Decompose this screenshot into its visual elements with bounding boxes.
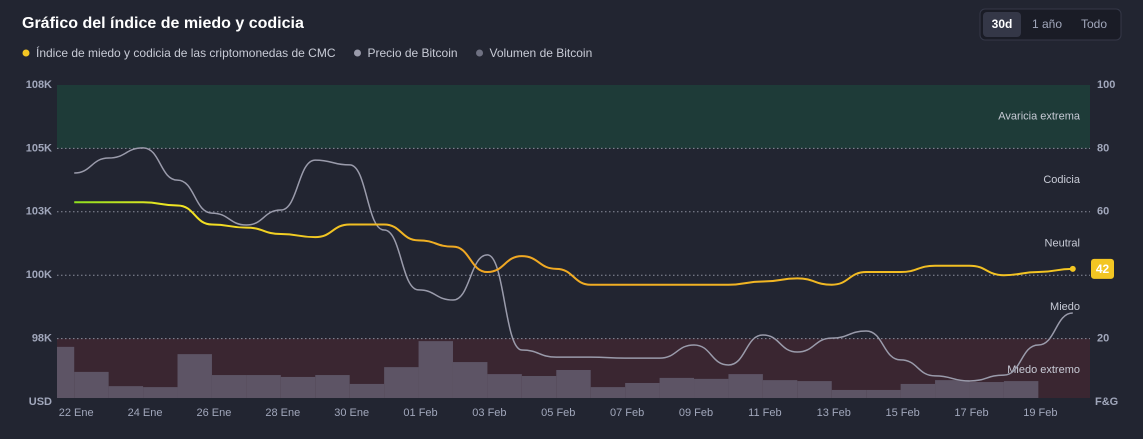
legend-label: Índice de miedo y codicia de las criptom… [36, 45, 336, 60]
x-tick-label: 22 Ene [59, 407, 94, 419]
volume-bar [728, 374, 763, 398]
volume-bar [659, 377, 695, 398]
x-tick-label: 17 Feb [954, 407, 988, 419]
volume-bar [521, 376, 557, 398]
legend-dot [353, 49, 361, 57]
zone-label: Miedo extremo [1007, 364, 1080, 376]
volume-bar [211, 375, 247, 398]
volume-bar [384, 367, 419, 398]
y2-tick-label: 100 [1097, 79, 1115, 91]
fear-greed-line [74, 201, 1073, 286]
volume-bar [556, 369, 591, 398]
zone-label: Codicia [1043, 174, 1081, 186]
y-tick-label: 105K [26, 142, 52, 154]
volume-bar [831, 389, 867, 398]
volume-bar [969, 382, 1004, 398]
y2-tick-label: 60 [1097, 206, 1109, 218]
y2-axis-label: F&G [1095, 396, 1118, 408]
value-label: 42 [1096, 262, 1110, 276]
volume-bar [108, 386, 144, 398]
zone-label: Miedo [1050, 301, 1080, 313]
button-bg [983, 12, 1021, 37]
x-tick-label: 05 Feb [541, 407, 575, 419]
volume-bar [57, 346, 75, 398]
legend-label: Precio de Bitcoin [367, 46, 457, 60]
x-tick-label: 13 Feb [817, 407, 851, 419]
zone-label: Avaricia extrema [998, 111, 1081, 123]
volume-bar [177, 354, 212, 398]
x-tick-label: 24 Ene [128, 407, 163, 419]
x-tick-label: 07 Feb [610, 407, 644, 419]
x-tick-label: 19 Feb [1023, 407, 1057, 419]
x-tick-label: 30 Ene [334, 407, 369, 419]
volume-bar [246, 375, 281, 398]
zone-label: Neutral [1045, 237, 1080, 249]
x-tick-label: 26 Ene [197, 407, 232, 419]
y-axis-label: USD [29, 396, 52, 408]
volume-bar [452, 362, 488, 398]
x-tick-label: 11 Feb [748, 407, 781, 419]
volume-bar [74, 371, 109, 398]
x-tick-label: 28 Ene [265, 407, 300, 419]
volume-bar [280, 376, 316, 398]
value-badge [1091, 258, 1114, 279]
volume-bar [1003, 381, 1039, 398]
range-button[interactable]: 30d [992, 17, 1013, 31]
y-tick-label: 100K [26, 269, 52, 281]
y-tick-label: 108K [26, 79, 52, 91]
legend-dot [22, 49, 30, 57]
volume-bar [625, 382, 660, 398]
volume-bar [762, 380, 798, 398]
zone-band [57, 85, 1090, 149]
x-tick-label: 09 Feb [679, 407, 713, 419]
volume-bar [866, 389, 901, 398]
y-tick-label: 103K [26, 206, 52, 218]
y2-tick-label: 20 [1097, 333, 1109, 345]
range-button[interactable]: 1 año [1032, 17, 1062, 31]
price-line [74, 147, 1073, 382]
legend-dot [476, 49, 484, 57]
legend-label: Volumen de Bitcoin [490, 46, 593, 60]
volume-bar [418, 341, 453, 398]
x-tick-label: 01 Feb [403, 407, 437, 419]
volume-bar [315, 375, 350, 398]
y2-tick-label: 80 [1097, 142, 1109, 154]
last-point [1069, 265, 1076, 272]
volume-bar [900, 383, 936, 398]
volume-bar [349, 383, 385, 398]
legend: Índice de miedo y codicia de las criptom… [22, 45, 593, 60]
chart-title: Gráfico del índice de miedo y codicia [22, 15, 304, 32]
x-tick-label: 03 Feb [472, 407, 506, 419]
volume-bar [590, 387, 626, 398]
volume-bar [694, 378, 729, 398]
volume-bar [487, 374, 522, 398]
range-button[interactable]: Todo [1081, 17, 1107, 31]
volume-bar [935, 380, 970, 398]
x-tick-label: 15 Feb [885, 407, 919, 419]
volume-bar [797, 381, 832, 398]
y-tick-label: 98K [32, 333, 52, 345]
volume-bar [143, 387, 178, 398]
